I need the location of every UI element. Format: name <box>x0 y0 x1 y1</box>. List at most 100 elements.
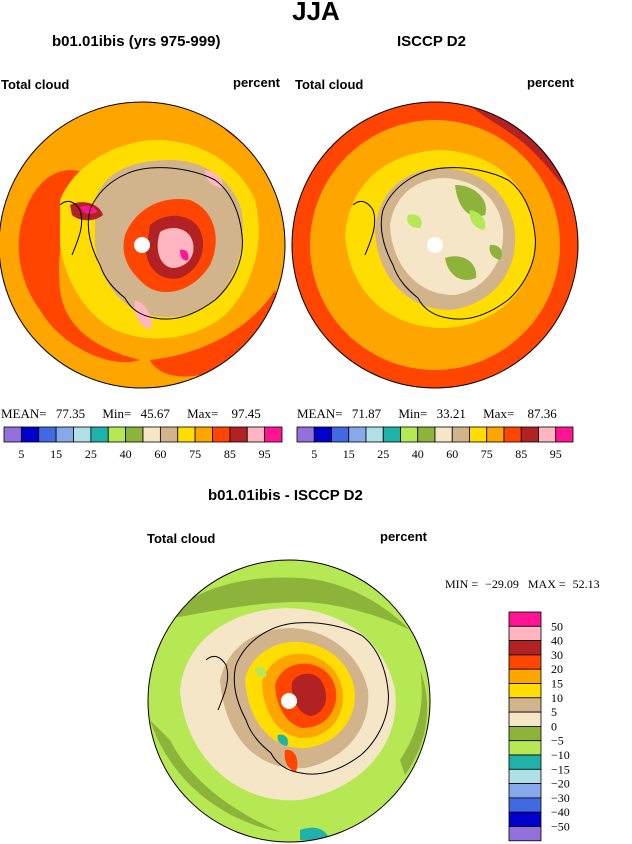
colorbar-swatch <box>508 683 542 699</box>
colorbar-tick-label: 5 <box>18 447 24 461</box>
panel3-units: percent <box>380 529 427 544</box>
colorbar-tick-label: 95 <box>550 447 562 461</box>
colorbar-tick-label: 40 <box>551 634 563 648</box>
colorbar-swatch <box>38 426 57 443</box>
colorbar-tick-label: 25 <box>377 447 389 461</box>
colorbar-swatch <box>55 426 74 443</box>
panel2-units: percent <box>527 75 574 90</box>
colorbar-swatch <box>508 754 542 770</box>
colorbar-model: 5 15 25 40 60 75 85 95 <box>3 426 283 461</box>
colorbar-tick-label: −10 <box>551 748 570 762</box>
colorbar-tick-label: 95 <box>259 447 271 461</box>
colorbar-tick-label: 15 <box>50 447 62 461</box>
panel1-max-value: 97.45 <box>231 406 261 421</box>
colorbar-swatch <box>313 426 332 443</box>
panel2-mean-label: MEAN= <box>297 406 343 421</box>
panel3-variable: Total cloud <box>147 531 216 546</box>
colorbar-tick-label: 40 <box>120 447 132 461</box>
colorbar-tick-label: −30 <box>551 791 570 805</box>
page-title: JJA <box>292 0 340 26</box>
colorbar-swatch <box>3 426 22 443</box>
colorbar-tick-label: −5 <box>551 734 564 748</box>
colorbar-tick-label: 5 <box>311 447 317 461</box>
colorbar-swatch <box>434 426 453 443</box>
colorbar-swatch <box>90 426 109 443</box>
colorbar-swatch <box>508 654 542 670</box>
panel2-title: ISCCP D2 <box>397 33 466 50</box>
map-isccp-total-cloud <box>292 102 578 388</box>
panel3-max-label: MAX = <box>527 577 566 591</box>
map-model-total-cloud <box>0 102 285 388</box>
colorbar-tick-label: 25 <box>85 447 97 461</box>
panel3-title: b01.01ibis - ISCCP D2 <box>208 487 363 504</box>
colorbar-swatch <box>142 426 161 443</box>
colorbar-swatch <box>229 426 248 443</box>
panel1-mean-value: 77.35 <box>55 406 86 421</box>
colorbar-swatch <box>508 797 542 813</box>
colorbar-swatch <box>365 426 384 443</box>
colorbar-swatch <box>177 426 196 443</box>
panel2-stats: MEAN= 71.87 Min= 33.21 Max= 87.36 <box>297 406 557 422</box>
colorbar-swatch <box>417 426 436 443</box>
colorbar-tick-label: 60 <box>446 447 458 461</box>
colorbar-swatch <box>508 740 542 756</box>
colorbar-tick-label: 85 <box>515 447 527 461</box>
panel2-variable: Total cloud <box>295 77 364 92</box>
colorbar-tick-label: 75 <box>189 447 201 461</box>
colorbar-swatch <box>508 826 542 842</box>
colorbar-tick-label: 15 <box>343 447 355 461</box>
colorbar-swatch <box>451 426 470 443</box>
colorbar-swatch <box>508 697 542 713</box>
colorbar-swatch <box>264 426 283 443</box>
panel3-stats: MIN = −29.09 MAX = 52.13 <box>445 577 600 592</box>
colorbar-swatch <box>508 783 542 799</box>
colorbar-tick-label: 50 <box>551 619 563 633</box>
colorbar-swatch <box>348 426 367 443</box>
map-isccp-border <box>291 101 579 389</box>
panel2-min-value: 33.21 <box>436 406 466 421</box>
map-difference-border <box>147 559 431 843</box>
colorbar-tick-label: 5 <box>551 705 557 719</box>
colorbar-tick-label: 40 <box>412 447 424 461</box>
colorbar-tick-label: 75 <box>481 447 493 461</box>
colorbar-swatch <box>508 611 542 627</box>
panel1-variable: Total cloud <box>1 77 70 92</box>
colorbar-isccp: 5 15 25 40 60 75 85 95 <box>296 426 574 461</box>
colorbar-tick-label: 60 <box>154 447 166 461</box>
panel3-max-value: 52.13 <box>572 577 600 591</box>
panel2-max-label: Max= <box>483 406 515 421</box>
colorbar-tick-label: 20 <box>551 662 563 676</box>
colorbar-tick-label: −50 <box>551 820 570 834</box>
panel1-min-label: Min= <box>102 406 132 421</box>
panel2-mean-value: 71.87 <box>351 406 382 421</box>
colorbar-swatch <box>382 426 401 443</box>
colorbar-swatch <box>296 426 315 443</box>
colorbar-swatch <box>125 426 144 443</box>
panel3-min-label: MIN = <box>445 577 479 591</box>
colorbar-tick-label: −20 <box>551 777 570 791</box>
colorbar-swatch <box>508 726 542 742</box>
colorbar-swatch <box>508 625 542 641</box>
panel1-mean-label: MEAN= <box>1 406 47 421</box>
colorbar-swatch <box>107 426 127 443</box>
colorbar-tick-label: 30 <box>551 648 563 662</box>
colorbar-swatch <box>520 426 539 443</box>
map-model-border <box>0 101 286 389</box>
colorbar-swatch <box>508 640 542 656</box>
panel1-min-value: 45.67 <box>140 406 170 421</box>
panel1-title: b01.01ibis (yrs 975-999) <box>52 33 221 50</box>
colorbar-swatch <box>20 426 40 443</box>
colorbar-tick-label: −40 <box>551 805 570 819</box>
panel2-max-value: 87.36 <box>527 406 557 421</box>
map-difference-total-cloud <box>148 560 430 842</box>
colorbar-swatch <box>538 426 557 443</box>
panel3-min-value: −29.09 <box>485 577 519 591</box>
colorbar-swatch <box>212 426 231 443</box>
panel1-stats: MEAN= 77.35 Min= 45.67 Max= 97.45 <box>1 406 261 422</box>
panel1-max-label: Max= <box>187 406 219 421</box>
colorbar-swatch <box>508 711 542 727</box>
colorbar-tick-label: 85 <box>224 447 236 461</box>
colorbar-swatch <box>508 811 542 827</box>
